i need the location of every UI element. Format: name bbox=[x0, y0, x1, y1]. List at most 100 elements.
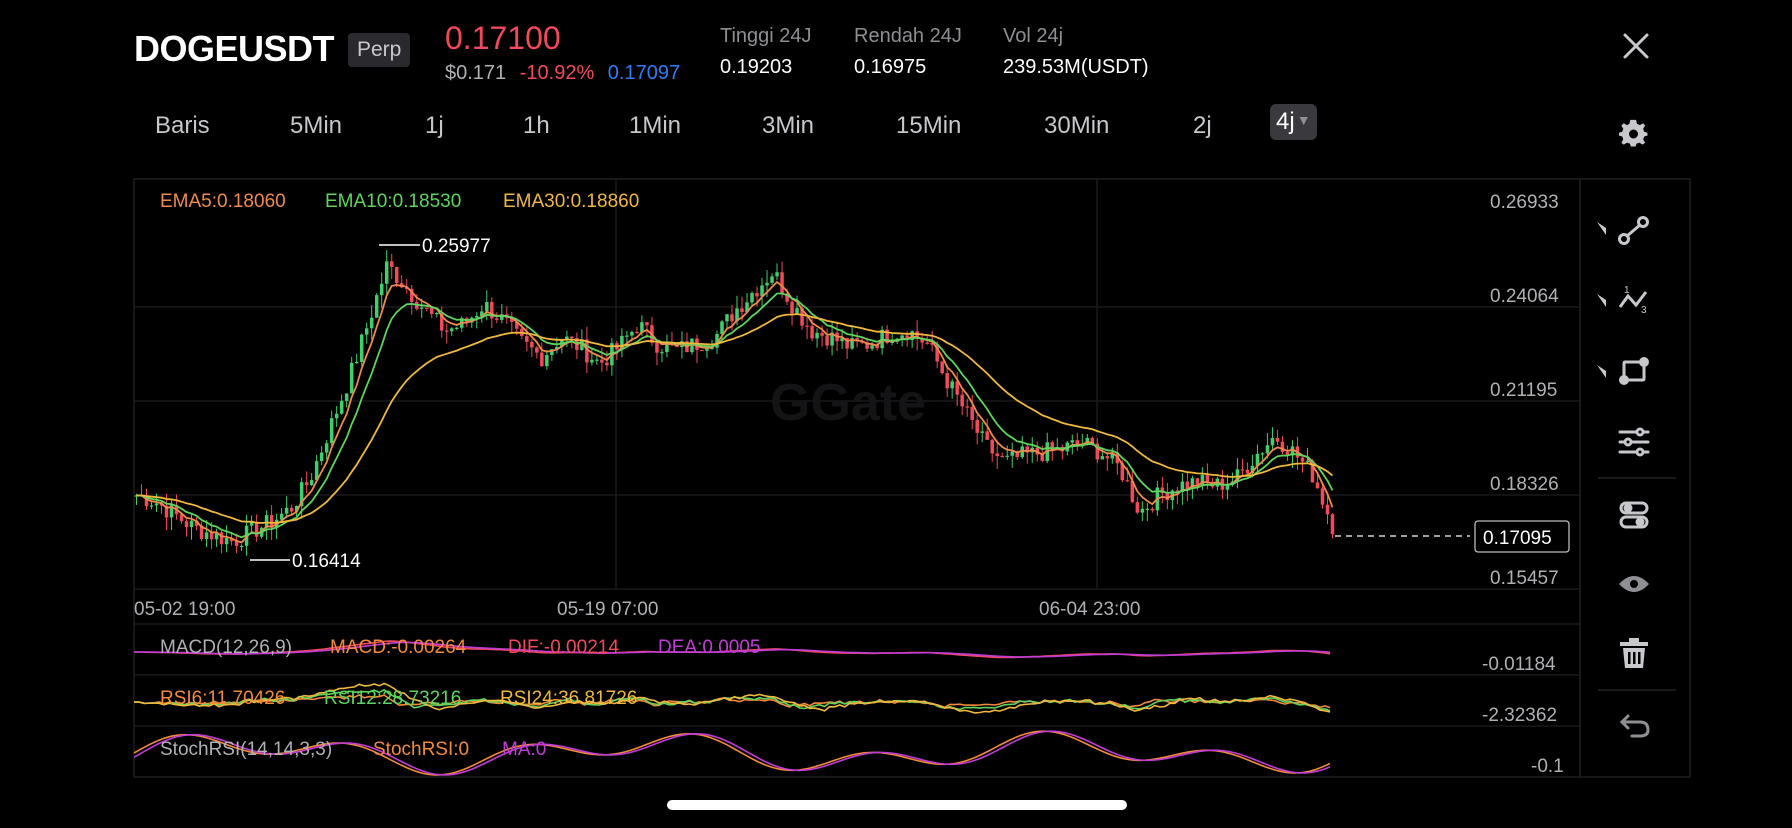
candle-body bbox=[334, 413, 339, 419]
candle-body bbox=[179, 514, 184, 522]
caret-left-icon[interactable] bbox=[1597, 222, 1606, 235]
close-icon[interactable] bbox=[1620, 30, 1652, 62]
candle-body bbox=[620, 335, 624, 350]
candle-body bbox=[940, 361, 944, 374]
x-tick: 05-02 19:00 bbox=[134, 599, 235, 620]
candle-body bbox=[655, 342, 659, 353]
candle-body bbox=[1240, 469, 1245, 471]
line-tool-icon[interactable] bbox=[1618, 216, 1649, 245]
candle-body bbox=[725, 314, 729, 322]
y-tick: 0.24064 bbox=[1490, 286, 1559, 307]
legend-ema10: EMA10:0.18530 bbox=[325, 191, 461, 212]
tab-2j[interactable]: 2j bbox=[1193, 112, 1212, 139]
candle-body bbox=[354, 361, 359, 364]
caret-left-icon[interactable] bbox=[1597, 365, 1606, 378]
candle-body bbox=[1300, 457, 1305, 462]
candle-body bbox=[600, 359, 604, 363]
rsi24-line bbox=[134, 682, 1331, 714]
candle-body bbox=[1125, 480, 1130, 482]
tab-1h[interactable]: 1h bbox=[523, 112, 550, 139]
candle-body bbox=[304, 482, 309, 486]
indicator-settings-icon[interactable] bbox=[1618, 427, 1650, 457]
rsi24-value: RSI24:36.81726 bbox=[500, 688, 637, 709]
candle-body bbox=[665, 342, 669, 353]
toolbar-frame bbox=[1579, 178, 1691, 778]
candle-body bbox=[1025, 446, 1029, 453]
stochrsi-params: StochRSI(14,14,3,3) bbox=[160, 739, 332, 760]
candle-body bbox=[645, 322, 649, 326]
candle-body bbox=[379, 283, 384, 296]
candle-body bbox=[800, 308, 804, 326]
gear-icon[interactable] bbox=[1618, 118, 1650, 150]
candle-body bbox=[905, 335, 909, 341]
tab-30min[interactable]: 30Min bbox=[1044, 112, 1110, 139]
trend-tool-icon[interactable]: 1 3 bbox=[1618, 285, 1648, 316]
candle-body bbox=[309, 480, 314, 486]
tab-1min[interactable]: 1Min bbox=[629, 112, 682, 139]
template-icon[interactable] bbox=[1619, 501, 1649, 529]
caret-left-icon[interactable] bbox=[1597, 294, 1606, 307]
candle-body bbox=[1085, 437, 1090, 444]
candle-body bbox=[565, 336, 569, 340]
candle-body bbox=[980, 431, 984, 433]
tab-3min[interactable]: 3Min bbox=[762, 112, 815, 139]
candle-body bbox=[389, 261, 394, 267]
candle-body bbox=[870, 345, 874, 349]
candle-body bbox=[555, 346, 559, 350]
candle-body bbox=[795, 308, 799, 314]
candle-body bbox=[805, 325, 809, 327]
low-24h-value: 0.16975 bbox=[854, 56, 927, 78]
shape-tool-icon[interactable] bbox=[1619, 357, 1649, 385]
candle-body bbox=[445, 330, 449, 332]
current-price-label: 0.17095 bbox=[1483, 528, 1552, 549]
candle-body bbox=[840, 338, 844, 342]
visibility-icon[interactable] bbox=[1619, 576, 1649, 592]
candle-body bbox=[745, 302, 749, 312]
tab-4j[interactable]: 4j ▼ bbox=[1270, 104, 1317, 140]
delete-icon[interactable] bbox=[1620, 638, 1648, 668]
candle-body bbox=[1190, 478, 1195, 490]
candle-body bbox=[970, 406, 974, 420]
tab-15min[interactable]: 15Min bbox=[896, 112, 962, 139]
candle-body bbox=[1180, 481, 1185, 493]
perp-badge: Perp bbox=[348, 33, 411, 67]
candle-body bbox=[755, 293, 759, 297]
candle-body bbox=[369, 317, 374, 329]
candle-body bbox=[580, 339, 584, 350]
candle-body bbox=[349, 362, 354, 394]
candle-body bbox=[960, 394, 964, 407]
tab-1j[interactable]: 1j bbox=[425, 112, 444, 139]
candle-body bbox=[810, 326, 814, 339]
stochrsi-ma-line bbox=[133, 730, 1331, 776]
candle-body bbox=[735, 308, 739, 322]
candle-body bbox=[1280, 441, 1285, 452]
candle-body bbox=[1105, 456, 1110, 459]
candle-body bbox=[149, 505, 154, 507]
rsi-axis: -2.32362 bbox=[1482, 705, 1557, 726]
tab-5min[interactable]: 5Min bbox=[290, 112, 343, 139]
tab-baris[interactable]: Baris bbox=[155, 112, 210, 139]
candle-body bbox=[780, 272, 784, 294]
candle-body bbox=[344, 393, 349, 401]
candle-body bbox=[1050, 442, 1055, 450]
vol-24h-value: 239.53M(USDT) bbox=[1003, 56, 1149, 78]
candle-body bbox=[525, 336, 529, 342]
candle-body bbox=[715, 333, 719, 348]
y-tick: 0.26933 bbox=[1490, 192, 1559, 213]
x-tick: 06-04 23:00 bbox=[1039, 599, 1140, 620]
candle-body bbox=[515, 321, 519, 329]
candle-body bbox=[845, 338, 849, 349]
candle-body bbox=[790, 301, 794, 314]
candle-body bbox=[850, 338, 854, 349]
candle-body bbox=[700, 349, 704, 352]
svg-text:1: 1 bbox=[1624, 285, 1630, 296]
stochrsi-value: StochRSI:0 bbox=[373, 739, 469, 760]
candle-body bbox=[1245, 469, 1250, 474]
candle-body bbox=[1225, 484, 1230, 490]
undo-icon[interactable] bbox=[1619, 714, 1650, 738]
candle-body bbox=[440, 312, 444, 331]
candle-body bbox=[1185, 481, 1190, 490]
candle-body bbox=[825, 335, 829, 346]
candle-body bbox=[279, 513, 284, 520]
